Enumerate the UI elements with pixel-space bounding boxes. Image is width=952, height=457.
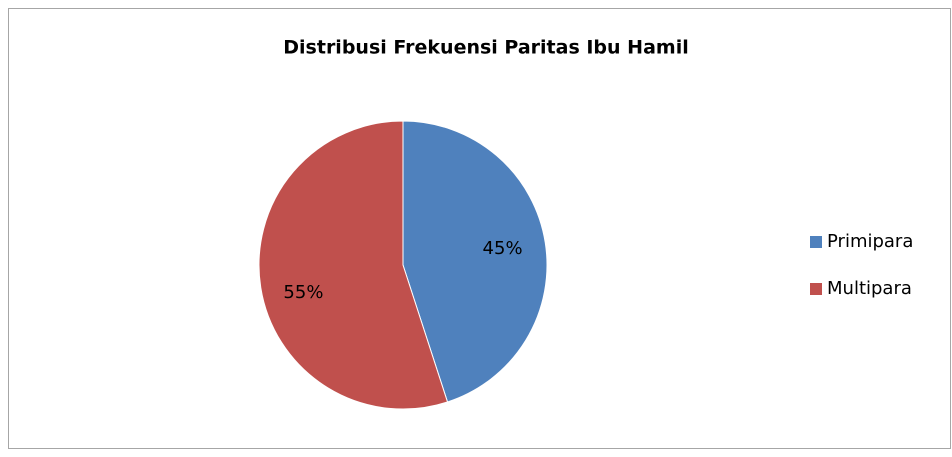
legend-swatch <box>810 236 822 248</box>
pie-slice <box>402 120 548 403</box>
data-label: 55% <box>283 282 323 303</box>
data-label: 45% <box>483 238 523 259</box>
pie-slice <box>258 120 449 410</box>
chart-title: Distribusi Frekuensi Paritas Ibu Hamil <box>283 37 688 59</box>
legend-label: Primipara <box>827 231 913 252</box>
legend-swatch <box>810 283 822 295</box>
legend-label: Multipara <box>827 278 912 299</box>
